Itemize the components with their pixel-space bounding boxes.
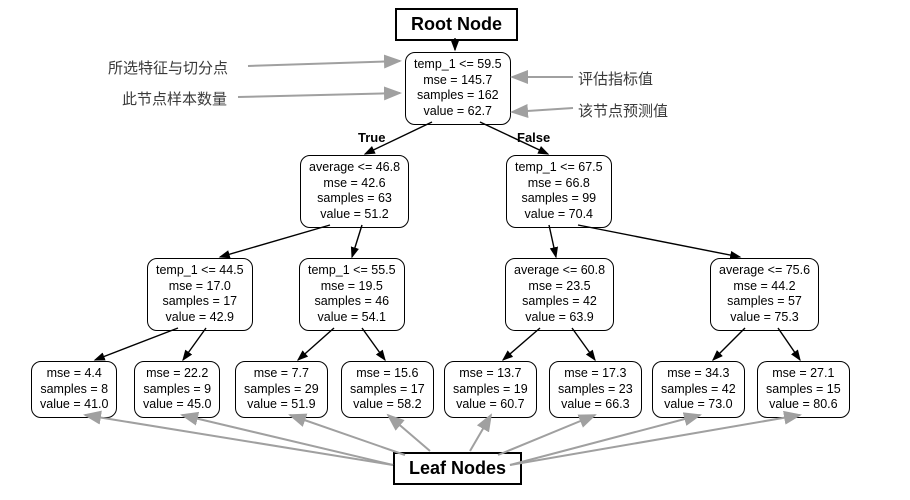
node-line: mse = 13.7 [453,366,528,382]
node-line: mse = 7.7 [244,366,319,382]
node-rr: average <= 75.6 mse = 44.2 samples = 57 … [710,258,819,331]
node-line: samples = 42 [514,294,605,310]
node-line: samples = 23 [558,382,633,398]
node-line: average <= 75.6 [719,263,810,279]
leaf-5: mse = 13.7 samples = 19 value = 60.7 [444,361,537,418]
node-line: value = 51.9 [244,397,319,413]
node-line: samples = 9 [143,382,211,398]
node-line: samples = 17 [156,294,244,310]
node-ll: temp_1 <= 44.5 mse = 17.0 samples = 17 v… [147,258,253,331]
node-line: value = 80.6 [766,397,841,413]
node-line: temp_1 <= 44.5 [156,263,244,279]
node-line: temp_1 <= 67.5 [515,160,603,176]
node-line: value = 54.1 [308,310,396,326]
node-line: value = 73.0 [661,397,736,413]
node-line: samples = 57 [719,294,810,310]
annot-eval-metric: 评估指标值 [578,68,653,89]
node-line: average <= 46.8 [309,160,400,176]
node-line: samples = 63 [309,191,400,207]
node-line: value = 45.0 [143,397,211,413]
node-line: mse = 145.7 [414,73,502,89]
node-line: mse = 17.0 [156,279,244,295]
annot-pred-value: 该节点预测值 [578,100,668,121]
edge-label-true: True [358,130,385,145]
node-line: mse = 22.2 [143,366,211,382]
node-line: mse = 17.3 [558,366,633,382]
node-line: samples = 99 [515,191,603,207]
edge-label-false: False [517,130,550,145]
leaf-6: mse = 17.3 samples = 23 value = 66.3 [549,361,642,418]
node-line: samples = 17 [350,382,425,398]
node-line: value = 70.4 [515,207,603,223]
annot-sample-count: 此节点样本数量 [122,88,227,109]
node-line: samples = 19 [453,382,528,398]
root-title: Root Node [395,8,518,41]
node-root: temp_1 <= 59.5 mse = 145.7 samples = 162… [405,52,511,125]
node-line: value = 62.7 [414,104,502,120]
node-line: mse = 15.6 [350,366,425,382]
node-line: value = 51.2 [309,207,400,223]
node-left: average <= 46.8 mse = 42.6 samples = 63 … [300,155,409,228]
node-line: mse = 66.8 [515,176,603,192]
node-line: value = 75.3 [719,310,810,326]
node-rl: average <= 60.8 mse = 23.5 samples = 42 … [505,258,614,331]
node-line: samples = 42 [661,382,736,398]
node-line: mse = 34.3 [661,366,736,382]
node-line: value = 58.2 [350,397,425,413]
leaf-8: mse = 27.1 samples = 15 value = 80.6 [757,361,850,418]
leaf-2: mse = 22.2 samples = 9 value = 45.0 [134,361,220,418]
node-line: value = 42.9 [156,310,244,326]
leaf-title: Leaf Nodes [393,452,522,485]
node-right: temp_1 <= 67.5 mse = 66.8 samples = 99 v… [506,155,612,228]
node-line: samples = 29 [244,382,319,398]
node-line: mse = 42.6 [309,176,400,192]
node-line: average <= 60.8 [514,263,605,279]
node-line: samples = 162 [414,88,502,104]
node-line: value = 66.3 [558,397,633,413]
leaf-7: mse = 34.3 samples = 42 value = 73.0 [652,361,745,418]
node-line: samples = 15 [766,382,841,398]
node-line: temp_1 <= 55.5 [308,263,396,279]
node-line: value = 60.7 [453,397,528,413]
node-line: mse = 19.5 [308,279,396,295]
leaf-1: mse = 4.4 samples = 8 value = 41.0 [31,361,117,418]
node-line: mse = 23.5 [514,279,605,295]
node-line: mse = 44.2 [719,279,810,295]
node-line: value = 41.0 [40,397,108,413]
node-line: mse = 4.4 [40,366,108,382]
leaf-4: mse = 15.6 samples = 17 value = 58.2 [341,361,434,418]
node-line: samples = 8 [40,382,108,398]
node-line: samples = 46 [308,294,396,310]
node-lr: temp_1 <= 55.5 mse = 19.5 samples = 46 v… [299,258,405,331]
node-line: mse = 27.1 [766,366,841,382]
node-line: temp_1 <= 59.5 [414,57,502,73]
leaf-3: mse = 7.7 samples = 29 value = 51.9 [235,361,328,418]
node-line: value = 63.9 [514,310,605,326]
annot-feature-split: 所选特征与切分点 [108,57,228,78]
